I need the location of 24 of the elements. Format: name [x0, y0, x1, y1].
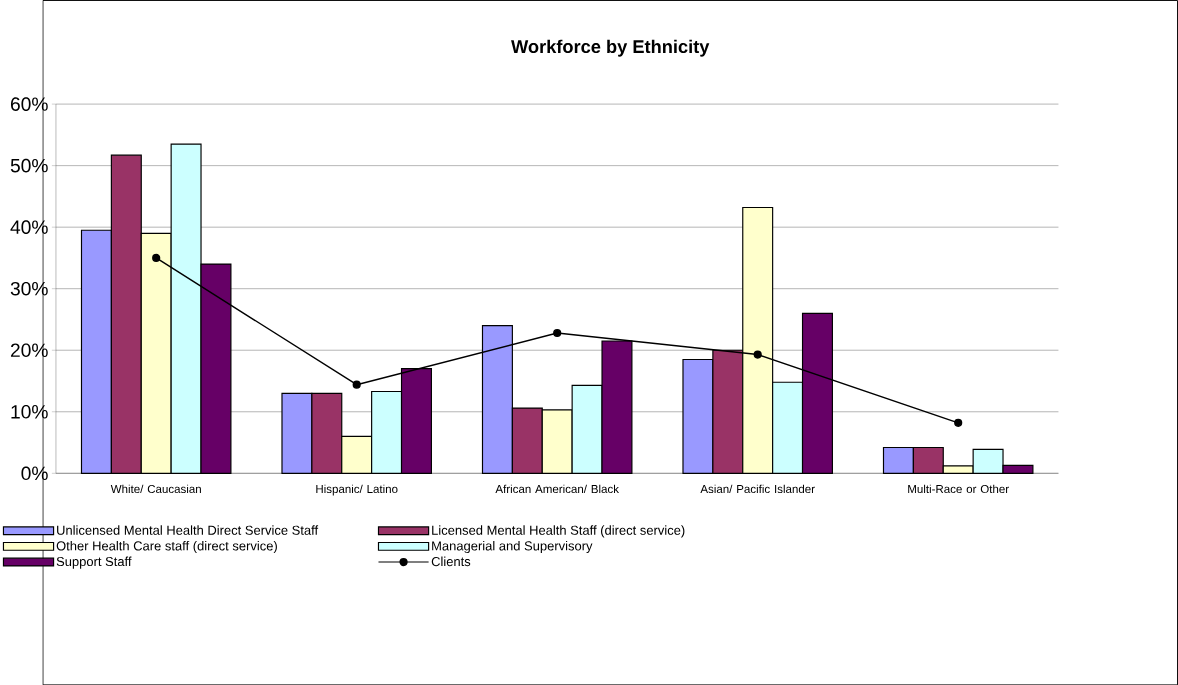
legend-label: Other Health Care staff (direct service) — [56, 540, 277, 553]
x-tick-label: Asian/ Pacific Islander — [700, 484, 815, 493]
legend-label: Support Staff — [56, 556, 132, 569]
legend-label: Clients — [431, 556, 471, 566]
x-tick-label: Hispanic/ Latino — [316, 484, 398, 496]
point — [152, 253, 161, 262]
y-tick-label: 0% — [21, 466, 48, 480]
legend-label: Unlicensed Mental Health Direct Service Staff — [57, 525, 319, 535]
chart-title: Workforce by Ethnicity — [511, 39, 710, 57]
point — [954, 418, 963, 427]
x-tick-label: White/ Caucasian — [110, 484, 201, 493]
point — [553, 328, 562, 337]
y-tick-label: 30% — [10, 281, 48, 296]
y-tick-label: 60% — [10, 97, 48, 111]
x-tick-label: African American/ Black — [495, 484, 620, 493]
y-tick-label: 40% — [10, 220, 48, 234]
legend-label: Managerial and Supervisory — [432, 540, 593, 553]
point — [352, 380, 361, 389]
x-tick-label: Multi-Race or Other — [908, 484, 1009, 493]
legend-label: Licensed Mental Health Staff (direct service) — [432, 525, 685, 538]
y-tick-label: 10% — [11, 404, 48, 419]
y-tick-label: 50% — [10, 158, 48, 173]
y-tick-label: 20% — [10, 343, 48, 357]
point — [753, 350, 762, 359]
